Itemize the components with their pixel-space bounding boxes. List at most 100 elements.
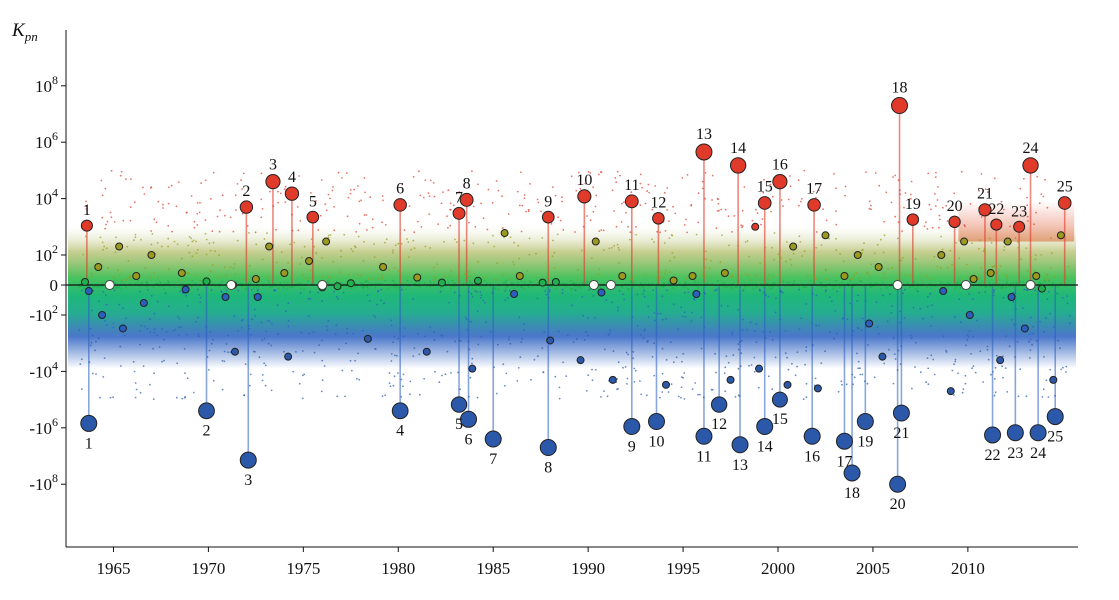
minor-event-marker — [597, 288, 606, 297]
noise-dot — [868, 200, 871, 203]
noise-dot — [195, 320, 197, 323]
noise-dot — [565, 375, 568, 377]
noise-dot — [715, 288, 718, 291]
noise-dot — [775, 297, 777, 299]
noise-dot — [639, 282, 642, 284]
noise-dot — [774, 282, 777, 285]
noise-dot — [508, 336, 511, 338]
noise-dot — [799, 241, 802, 243]
noise-dot — [1028, 357, 1031, 359]
noise-dot — [329, 197, 331, 200]
noise-dot — [260, 216, 263, 219]
noise-dot — [617, 246, 620, 249]
noise-dot — [801, 255, 804, 257]
noise-dot — [327, 320, 330, 322]
noise-dot — [998, 285, 1000, 288]
noise-dot — [666, 209, 668, 211]
noise-dot — [680, 376, 683, 378]
noise-dot — [926, 357, 929, 359]
noise-dot — [489, 286, 492, 288]
minor-event-marker — [946, 387, 955, 396]
noise-dot — [223, 287, 226, 289]
noise-dot — [892, 337, 895, 339]
noise-dot — [542, 371, 545, 373]
noise-dot — [468, 348, 471, 351]
noise-dot — [429, 247, 432, 249]
noise-dot — [380, 299, 382, 302]
noise-dot — [849, 278, 851, 281]
noise-dot — [323, 365, 326, 367]
noise-dot — [103, 320, 106, 322]
noise-dot — [267, 342, 270, 345]
noise-dot — [859, 367, 861, 370]
noise-dot — [743, 287, 745, 290]
noise-dot — [653, 312, 656, 314]
noise-dot — [1045, 317, 1047, 319]
noise-dot — [625, 351, 628, 354]
noise-dot — [888, 348, 890, 351]
noise-dot — [392, 251, 394, 254]
positive-event-label: 7 — [455, 189, 463, 206]
noise-dot — [940, 267, 942, 269]
noise-dot — [1040, 254, 1043, 256]
noise-dot — [820, 362, 823, 364]
noise-dot — [359, 274, 362, 277]
noise-dot — [864, 299, 867, 302]
noise-dot — [641, 186, 643, 189]
noise-dot — [437, 223, 440, 226]
noise-dot — [100, 179, 103, 182]
positive-event-label: 14 — [730, 140, 746, 157]
noise-dot — [545, 287, 547, 290]
negative-event-marker — [484, 430, 502, 448]
noise-dot — [838, 286, 841, 289]
noise-dot — [759, 262, 762, 265]
negative-event-marker — [80, 414, 98, 432]
noise-dot — [91, 372, 94, 375]
noise-dot — [209, 330, 212, 333]
noise-dot — [789, 175, 791, 177]
noise-dot — [409, 380, 412, 383]
noise-dot — [565, 285, 567, 288]
noise-dot — [495, 279, 498, 281]
noise-dot — [945, 204, 948, 207]
noise-dot — [363, 285, 366, 288]
noise-dot — [501, 195, 503, 198]
minor-event-marker — [1056, 231, 1065, 240]
noise-dot — [599, 285, 601, 288]
noise-dot — [576, 279, 578, 282]
noise-dot — [413, 347, 416, 349]
noise-dot — [356, 285, 358, 287]
noise-dot — [381, 195, 384, 197]
noise-dot — [1046, 274, 1049, 277]
negative-event-label: 13 — [732, 457, 748, 474]
noise-dot — [931, 304, 933, 307]
noise-dot — [690, 203, 693, 206]
noise-dot — [594, 369, 597, 371]
noise-dot — [978, 239, 981, 242]
noise-dot — [646, 394, 648, 397]
noise-dot — [1051, 286, 1054, 288]
noise-dot — [546, 282, 548, 285]
noise-dot — [934, 193, 936, 195]
positive-event-marker — [239, 200, 254, 214]
noise-dot — [354, 359, 356, 362]
noise-dot — [1029, 333, 1032, 335]
noise-dot — [733, 215, 736, 217]
noise-dot — [554, 375, 557, 378]
noise-dot — [196, 288, 199, 291]
noise-dot — [740, 224, 742, 227]
noise-dot — [954, 358, 957, 361]
noise-dot — [640, 393, 643, 396]
noise-dot — [1001, 365, 1003, 368]
minor-event-marker — [720, 269, 729, 277]
noise-dot — [309, 269, 312, 272]
noise-dot — [862, 285, 865, 288]
noise-dot — [365, 214, 368, 216]
noise-dot — [495, 392, 498, 395]
noise-dot — [909, 193, 912, 196]
noise-dot — [598, 173, 600, 176]
noise-dot — [774, 356, 777, 359]
noise-dot — [993, 289, 996, 292]
noise-dot — [295, 351, 297, 353]
noise-dot — [920, 371, 922, 374]
